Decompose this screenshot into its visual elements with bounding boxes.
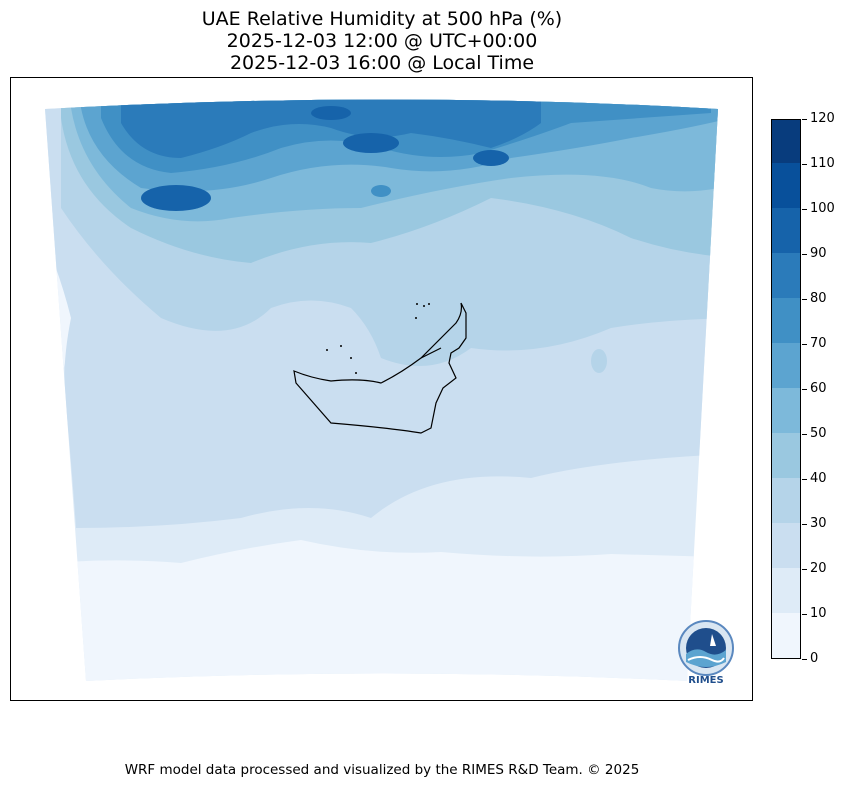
colorbar-band [772, 612, 800, 658]
colorbar-band [772, 297, 800, 343]
rimes-logo-text: RIMES [688, 675, 724, 686]
colorbar-band [772, 522, 800, 568]
contour-80-90 [121, 99, 541, 158]
colorbar-band [772, 432, 800, 478]
colorbar-tick-label: 90 [810, 246, 827, 261]
contour-90-100-center [343, 133, 399, 153]
colorbar-tick-label: 30 [810, 516, 827, 531]
local-time-label: 2025-12-03 16:00 @ Local Time [229, 52, 535, 74]
colorbar-tick-label: 80 [810, 291, 827, 306]
colorbar-tick-label: 0 [810, 651, 819, 666]
colorbar-tick-label: 40 [810, 471, 827, 486]
rimes-logo-icon [678, 620, 734, 676]
colorbar-tick [802, 388, 807, 390]
colorbar-tick-label: 60 [810, 381, 827, 396]
colorbar-tick [802, 298, 807, 300]
colorbar-tick [802, 658, 807, 660]
utc-time-label: 2025-12-03 12:00 @ UTC+00:00 [226, 30, 538, 52]
map-frame [10, 77, 753, 701]
colorbar-tick [802, 343, 807, 345]
contour-90-100-west [141, 185, 211, 211]
uae-inner-border [420, 347, 442, 359]
colorbar-band [772, 162, 800, 208]
colorbar-tick [802, 523, 807, 525]
colorbar-tick [802, 118, 807, 120]
colorbar-band [772, 387, 800, 433]
map-title: UAE Relative Humidity at 500 hPa (%) [201, 8, 563, 30]
colorbar-tick [802, 433, 807, 435]
colorbar-tick [802, 613, 807, 615]
colorbar-band [772, 252, 800, 298]
uae-outline [293, 302, 467, 434]
contour-30-40-spot [591, 349, 607, 373]
contour-90-100-east [473, 150, 509, 166]
colorbar-tick [802, 208, 807, 210]
colorbar-tick [802, 568, 807, 570]
uae-border [293, 302, 467, 434]
colorbar-tick-label: 100 [810, 201, 835, 216]
contour-0-10-south [45, 540, 718, 681]
colorbar-tick-label: 10 [810, 606, 827, 621]
colorbar-tick-label: 70 [810, 336, 827, 351]
colorbar-tick-label: 120 [810, 111, 835, 126]
colorbar-tick-label: 110 [810, 156, 835, 171]
colorbar-band [772, 342, 800, 388]
humidity-contours [45, 99, 718, 681]
colorbar-tick-label: 20 [810, 561, 827, 576]
contour-90-100-north [311, 106, 351, 120]
humidity-map [45, 99, 718, 681]
colorbar [771, 119, 801, 659]
colorbar-band [772, 120, 800, 163]
rimes-logo: RIMES [672, 620, 740, 690]
colorbar-tick [802, 253, 807, 255]
uae-islands [326, 303, 430, 374]
colorbar-tick [802, 163, 807, 165]
colorbar-band [772, 477, 800, 523]
colorbar-tick-label: 50 [810, 426, 827, 441]
colorbar-tick [802, 478, 807, 480]
colorbar-band [772, 567, 800, 613]
colorbar-band [772, 207, 800, 253]
footer-credit: WRF model data processed and visualized … [124, 762, 640, 778]
contour-70-80-spot [371, 185, 391, 197]
